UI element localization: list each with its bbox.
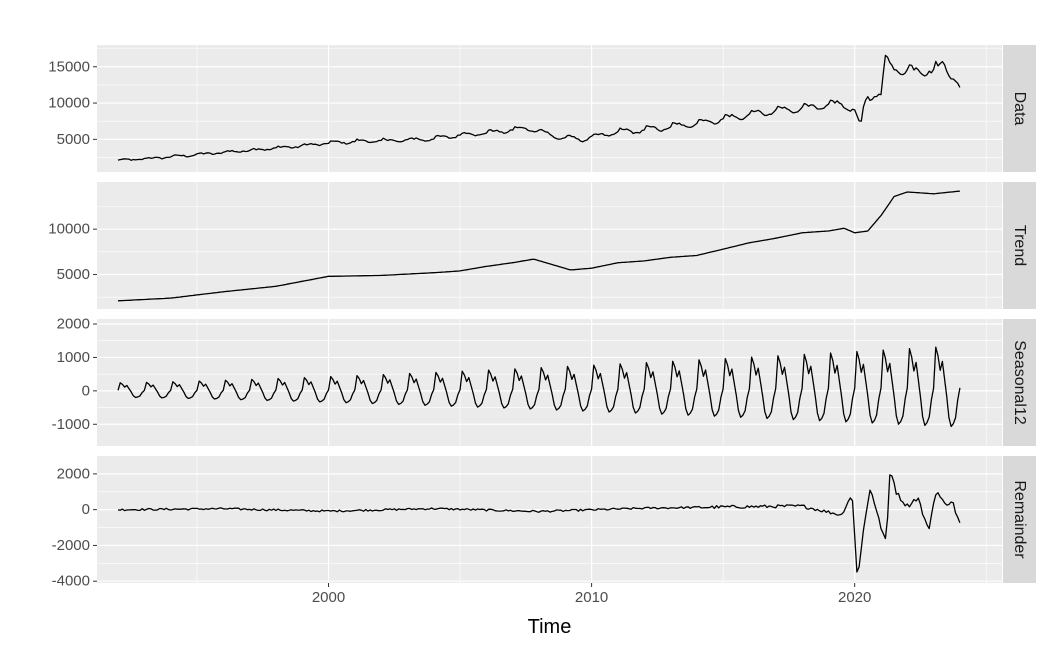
data-line	[117, 54, 961, 161]
seasonal-line	[117, 346, 961, 428]
panel-background	[97, 456, 1002, 583]
y-tick-label: -4000	[52, 573, 90, 590]
panel-remainder: -4000 -2000 0 2000 Remainder	[52, 456, 1036, 590]
trend-line	[117, 190, 960, 302]
remainder-line	[117, 474, 961, 573]
y-tick-label: 1000	[57, 349, 90, 366]
strip-label-data: Data	[1011, 92, 1028, 126]
strip-background	[1003, 456, 1036, 583]
panel-seasonal: -1000 0 1000 2000 Seasonal12	[52, 316, 1036, 446]
y-axis-ticks: 5000 10000	[48, 221, 97, 283]
x-tick-label: 2020	[838, 589, 871, 606]
strip-background	[1003, 182, 1036, 309]
y-tick-label: 15000	[48, 58, 90, 75]
y-axis-ticks: 5000 10000 15000	[48, 58, 97, 148]
grid	[97, 182, 1002, 309]
x-axis: 2000 2010 2020	[312, 583, 871, 606]
y-tick-label: 10000	[48, 221, 90, 238]
strip-label-remainder: Remainder	[1011, 480, 1028, 559]
y-tick-label: 2000	[57, 465, 90, 482]
grid	[97, 45, 1002, 172]
y-axis-ticks: -1000 0 1000 2000	[52, 316, 97, 433]
panel-background	[97, 182, 1002, 309]
grid	[97, 319, 1002, 446]
y-tick-label: 10000	[48, 95, 90, 112]
y-tick-label: 0	[82, 501, 90, 518]
x-axis-title: Time	[528, 616, 572, 638]
y-tick-label: 5000	[57, 131, 90, 148]
strip-label-trend: Trend	[1011, 225, 1028, 266]
y-axis-ticks: -4000 -2000 0 2000	[52, 465, 97, 590]
x-tick-label: 2000	[312, 589, 345, 606]
strip-label-seasonal: Seasonal12	[1011, 340, 1028, 425]
y-tick-label: 5000	[57, 266, 90, 283]
y-tick-label: 2000	[57, 316, 90, 333]
panel-background	[97, 45, 1002, 172]
strip-background	[1003, 319, 1036, 446]
x-tick-label: 2010	[575, 589, 608, 606]
strip-background	[1003, 45, 1036, 172]
y-tick-label: -2000	[52, 537, 90, 554]
y-tick-label: -1000	[52, 416, 90, 433]
y-tick-label: 0	[82, 382, 90, 399]
panel-trend: 5000 10000 Trend	[48, 182, 1036, 309]
panel-data: 5000 10000 15000 Data	[48, 45, 1036, 172]
